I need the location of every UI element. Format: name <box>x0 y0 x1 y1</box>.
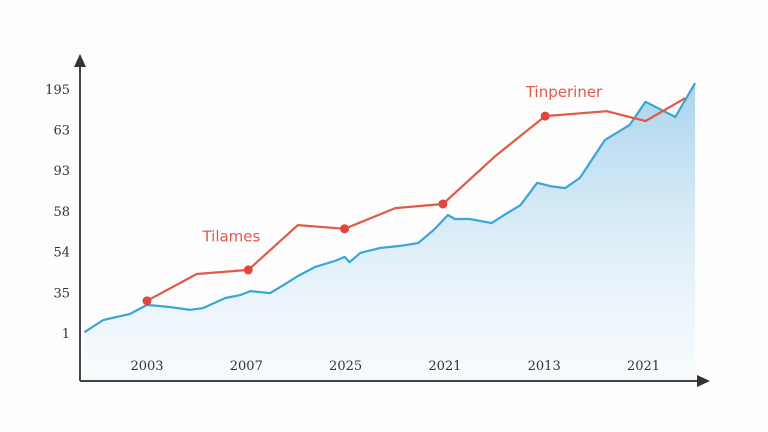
data-point-marker <box>243 265 253 275</box>
x-tick-label: 2021 <box>428 359 461 374</box>
y-tick-label: 54 <box>53 246 70 261</box>
x-tick-label: 2025 <box>329 359 362 374</box>
data-point-marker <box>438 199 448 209</box>
x-tick-label: 2013 <box>528 359 561 374</box>
x-tick-label: 2003 <box>130 359 163 374</box>
series-0-line <box>83 82 697 334</box>
x-tick-label: 2021 <box>627 359 660 374</box>
y-tick-label: 63 <box>53 124 70 139</box>
y-tick-label: 58 <box>53 205 70 220</box>
axes <box>74 54 710 387</box>
y-tick-label: 35 <box>53 286 70 301</box>
data-point-marker <box>540 111 550 121</box>
x-tick-label: 2007 <box>230 359 263 374</box>
series-1-line <box>146 97 686 302</box>
data-point-marker <box>142 296 152 306</box>
x-axis-arrow-icon <box>697 375 710 387</box>
y-tick-label: 93 <box>53 164 70 179</box>
annotation-label: Tilames <box>201 227 260 245</box>
y-tick-label: 1 <box>62 327 70 342</box>
series-area-fill <box>84 83 696 380</box>
annotation-label: Tinperiner <box>525 83 603 101</box>
data-point-marker <box>340 224 350 234</box>
y-tick-label: 195 <box>45 83 70 98</box>
y-axis-arrow-icon <box>74 54 86 67</box>
